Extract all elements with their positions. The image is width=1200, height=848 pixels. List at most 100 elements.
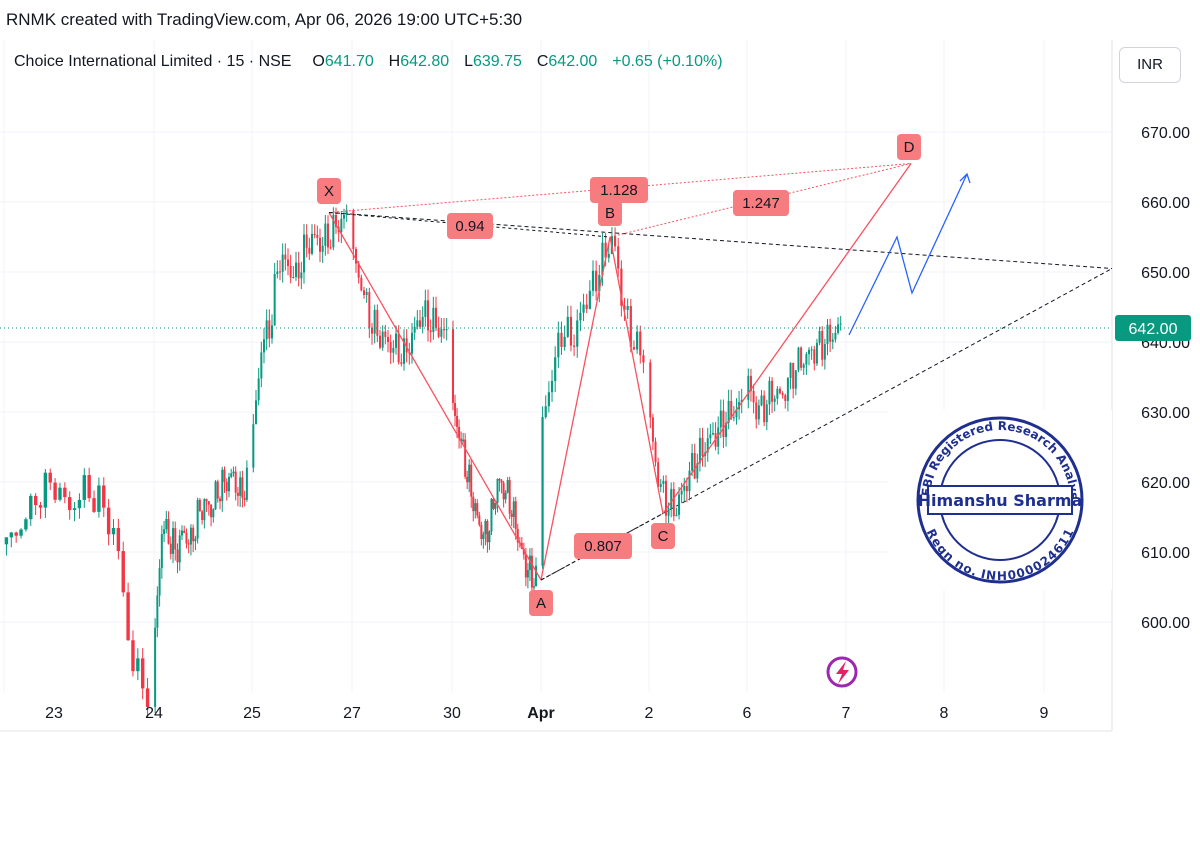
candle-body — [486, 520, 489, 543]
point-label-b[interactable]: B — [598, 200, 622, 226]
candle-body — [651, 417, 654, 442]
candle-body — [482, 534, 485, 540]
projection-line — [848, 173, 968, 336]
harmonic-pattern: X A B C D 0.94 1.128 1.247 0.807 — [317, 134, 921, 616]
candle-body — [172, 528, 175, 554]
candle-body — [554, 357, 557, 381]
candle-body — [524, 554, 527, 578]
candle-body — [163, 529, 166, 535]
candle-body — [236, 492, 239, 496]
candle-body — [33, 495, 38, 506]
candle-body — [512, 501, 515, 517]
current-price-label: 642.00 — [1129, 321, 1178, 338]
candle-body — [287, 259, 289, 266]
candle-body — [24, 519, 28, 530]
point-label-x[interactable]: X — [317, 178, 341, 204]
candle-body — [360, 277, 363, 291]
candle-body — [620, 268, 623, 306]
candle-body — [670, 488, 673, 509]
candle-body — [232, 471, 235, 474]
candle-body — [416, 320, 419, 327]
candle-body — [719, 410, 722, 428]
candle-body — [313, 233, 316, 235]
candle-body — [53, 482, 57, 500]
candle-body — [476, 503, 479, 516]
price-axis[interactable]: 600.00610.00620.00630.00640.00650.00660.… — [1115, 125, 1191, 632]
candle-body — [230, 473, 233, 477]
candle-body — [683, 486, 686, 491]
candle-body — [805, 354, 808, 365]
candle-body — [757, 405, 760, 420]
candle-body — [421, 316, 424, 327]
candle-body — [591, 270, 595, 291]
ratio-label-ac-bg — [574, 533, 632, 559]
candle-body — [363, 290, 365, 296]
time-axis[interactable]: 23 24 25 27 30 Apr 2 6 7 8 9 — [45, 705, 1048, 722]
candle-body — [732, 417, 735, 419]
candle-body — [187, 543, 190, 545]
candle-body — [725, 422, 728, 437]
candle-body — [576, 320, 579, 347]
symbol-legend[interactable]: Choice International Limited · 15 · NSE … — [14, 53, 723, 71]
currency-button[interactable]: INR — [1119, 47, 1181, 83]
candle-body — [82, 475, 87, 500]
candle-body — [498, 479, 501, 481]
candle-body — [189, 527, 192, 545]
ratio-label-xd-bg — [590, 177, 648, 203]
lightning-logo-icon[interactable] — [826, 656, 858, 688]
candle-body — [160, 534, 163, 569]
candle-body — [265, 320, 268, 340]
candle-body — [502, 482, 505, 500]
candle-body — [389, 341, 392, 353]
candle-body — [321, 245, 324, 252]
candle-body — [205, 499, 208, 502]
candle-body — [802, 364, 805, 368]
candle-body — [607, 254, 610, 258]
candle-body — [771, 380, 774, 402]
candle-body — [180, 530, 183, 536]
candle-body — [528, 555, 531, 571]
point-label-d[interactable]: D — [897, 134, 921, 160]
point-label-a[interactable]: A — [529, 590, 553, 616]
candle-body — [530, 555, 533, 588]
point-label-c[interactable]: C — [651, 523, 675, 549]
candle-body — [279, 271, 281, 273]
candle-body — [116, 527, 121, 552]
candle-body — [466, 476, 469, 483]
point-label-d-bg — [897, 134, 921, 160]
candle-body — [273, 274, 276, 326]
candle-body — [504, 492, 507, 500]
candle-body — [19, 529, 23, 536]
candle-body — [411, 332, 413, 354]
ratio-label-xd[interactable]: 1.128 — [590, 177, 648, 203]
ratio-label-ac[interactable]: 0.807 — [574, 533, 632, 559]
candle-body — [792, 362, 795, 389]
candle-body — [424, 300, 427, 317]
y-tick-label: 670.00 — [1141, 125, 1190, 142]
candle-body — [77, 499, 82, 509]
candle-body — [413, 326, 416, 333]
pattern-leg-cd — [662, 163, 912, 514]
candle-body — [295, 262, 297, 278]
candle-body — [626, 305, 629, 310]
candle-body — [9, 532, 14, 538]
ratio-label-xb[interactable]: 0.94 — [447, 213, 493, 239]
candle-body — [560, 332, 563, 347]
candle-body — [557, 332, 560, 358]
candle-body — [617, 246, 620, 269]
candle-body — [534, 565, 537, 587]
ratio-line-ac — [540, 513, 664, 581]
candle-body — [541, 417, 544, 566]
ratio-label-bd[interactable]: 1.247 — [733, 190, 789, 216]
stamp-name-band — [927, 485, 1073, 515]
x-tick-label: 6 — [743, 705, 752, 722]
candle-body — [749, 375, 752, 391]
candle-body — [239, 477, 242, 496]
candle-body — [403, 338, 405, 364]
candle-body — [685, 486, 688, 492]
candle-body — [437, 327, 440, 337]
candle-body — [636, 331, 639, 350]
candle-body — [136, 658, 140, 672]
candle-body — [387, 336, 389, 342]
